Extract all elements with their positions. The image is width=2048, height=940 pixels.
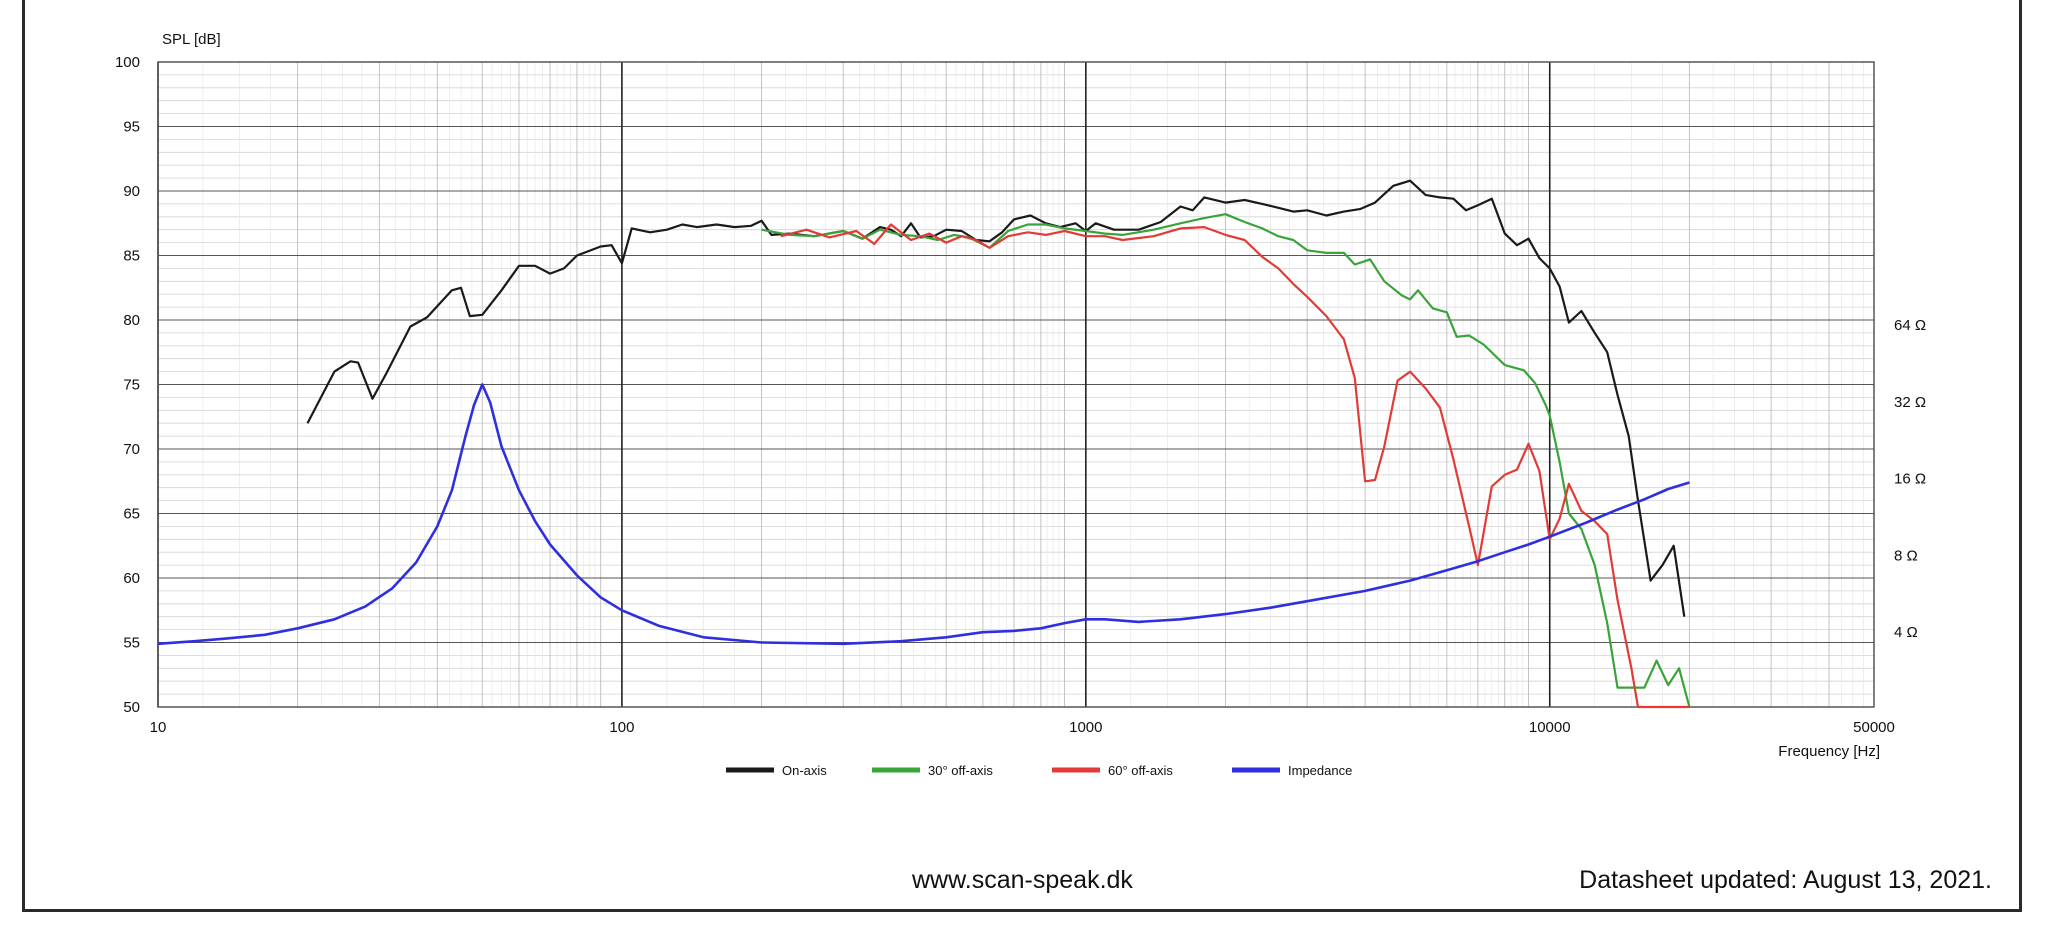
x-axis-label: Frequency [Hz]: [1778, 743, 1880, 760]
y-tick-label: 95: [123, 119, 140, 136]
plot-border: [157, 61, 1875, 708]
y-tick-label: 65: [123, 506, 140, 523]
right-axis-tick-label: 4 Ω: [1894, 624, 1918, 641]
legend-label: On-axis: [782, 763, 827, 778]
y-tick-label: 55: [123, 635, 140, 652]
y-tick-label: 60: [123, 570, 140, 587]
page-frame: [22, 0, 2022, 912]
series-line-60-off-axis: [780, 223, 1690, 709]
y-tick-label: 90: [123, 183, 140, 200]
legend-label: 60° off-axis: [1108, 763, 1173, 778]
right-axis-tick-label: 64 Ω: [1894, 317, 1926, 334]
series-line-on-axis: [306, 179, 1686, 617]
legend-label: Impedance: [1288, 763, 1352, 778]
y-tick-label: 50: [123, 699, 140, 716]
datasheet-updated-date: Datasheet updated: August 13, 2021.: [1579, 866, 1992, 894]
right-axis-tick-label: 32 Ω: [1894, 394, 1926, 411]
y-tick-label: 70: [123, 441, 140, 458]
y-axis-label: SPL [dB]: [162, 31, 221, 48]
y-tick-label: 75: [123, 377, 140, 394]
right-axis-tick-label: 16 Ω: [1894, 471, 1926, 488]
x-tick-label: 10000: [1529, 719, 1571, 736]
legend-label: 30° off-axis: [928, 763, 993, 778]
right-axis-tick-label: 8 Ω: [1894, 547, 1918, 564]
x-tick-label: 50000: [1853, 719, 1895, 736]
website-url: www.scan-speak.dk: [912, 866, 1133, 894]
series-line-impedance: [157, 383, 1690, 646]
y-tick-label: 80: [123, 312, 140, 329]
x-tick-label: 100: [609, 719, 634, 736]
x-tick-label: 1000: [1069, 719, 1102, 736]
y-tick-label: 85: [123, 248, 140, 265]
y-tick-label: 100: [115, 54, 140, 71]
x-tick-label: 10: [150, 719, 167, 736]
legend: On-axis 30° off-axis 60° off-axis Impedance: [726, 763, 1352, 778]
